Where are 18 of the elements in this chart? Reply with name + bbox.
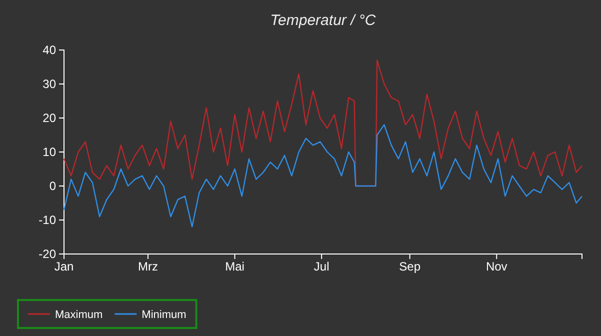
legend-label: Maximum (55, 309, 103, 321)
y-tick-label: -20 (38, 246, 56, 261)
x-tick-label: Mrz (138, 260, 158, 274)
y-tick-label: 40 (42, 42, 56, 57)
chart-title: Temperatur / °C (270, 12, 376, 29)
x-tick-label: Jul (314, 260, 330, 274)
legend-label: Minimum (142, 309, 186, 321)
y-tick-label: 30 (42, 76, 56, 91)
x-tick-label: Jan (54, 260, 74, 274)
y-tick-label: 10 (42, 144, 56, 159)
y-tick-label: 0 (49, 178, 56, 193)
x-tick-label: Nov (486, 260, 508, 274)
y-tick-label: -10 (38, 212, 56, 227)
line-series (63, 124, 583, 228)
line-series (63, 60, 583, 187)
x-tick-label: Sep (399, 260, 421, 274)
y-tick-label: 20 (42, 110, 56, 125)
x-tick-label: Mai (225, 260, 244, 274)
